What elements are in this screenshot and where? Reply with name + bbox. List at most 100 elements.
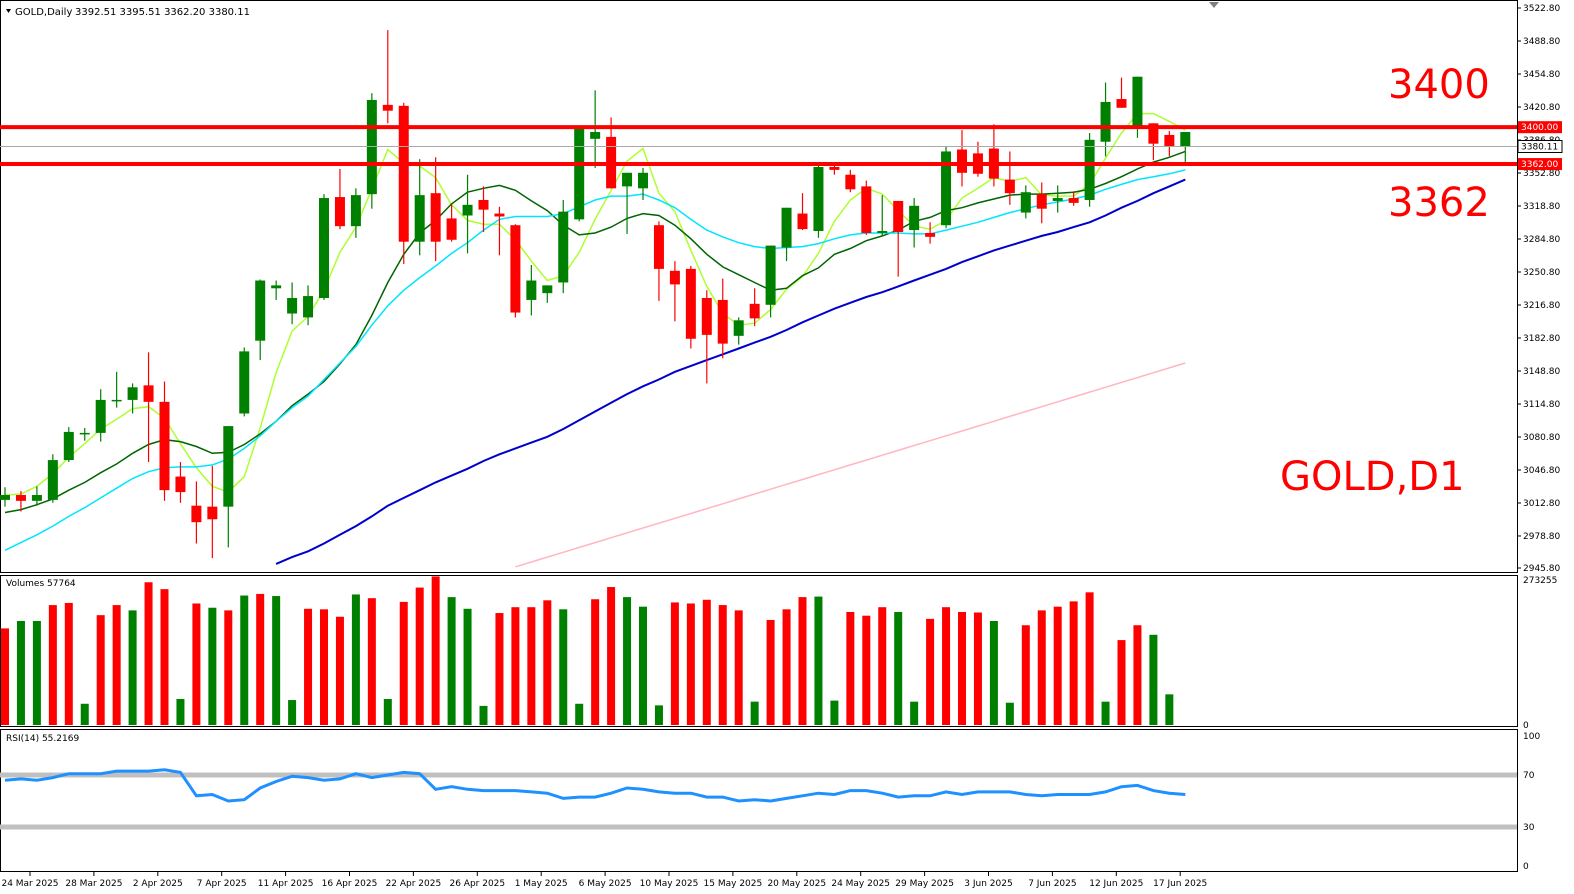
candle-body [749,303,760,319]
candle-body [143,385,154,402]
price-tick-label: 3012.80 [1523,499,1560,509]
volume-bar [910,701,919,725]
candle-body [1052,198,1063,201]
volume-bar [878,607,887,725]
bull-candle [111,371,122,408]
candle-body [526,280,537,300]
bull-candle [781,207,792,262]
shift-marker-icon[interactable] [1209,2,1219,8]
candle-body [781,207,792,248]
volume-bar [304,608,313,725]
bear-candle [749,288,760,327]
bear-candle [430,157,441,262]
candle-body [239,351,250,414]
level-price-tag [1518,158,1562,171]
volume-bar [670,602,679,725]
volume-bar [527,607,536,725]
volume-bar [1053,606,1062,725]
volume-bar [128,610,137,725]
volume-bar [160,589,169,725]
candle-body [0,495,10,500]
volume-bar [112,605,121,725]
volume-bar [1005,702,1014,725]
rsi-tick-label: 100 [1523,732,1540,742]
volume-bar [383,698,392,725]
volume-bar [894,611,903,725]
bear-candle [15,491,26,512]
volume-bar [846,611,855,725]
bull-candle [1084,133,1095,207]
volume-bar [830,700,839,725]
volume-bar [367,598,376,725]
level-price-label: 3400.00 [1521,123,1558,133]
candle-body [271,285,282,289]
volume-bar [463,608,472,725]
ma-line-1 [4,112,1186,496]
volume-bar [64,602,73,725]
candle-body [622,172,633,187]
candle-body [669,270,680,285]
bear-candle [398,102,409,265]
volume-bar [750,701,759,725]
time-tick-label: 24 Mar 2025 [1,879,58,889]
bull-candle [1020,185,1031,219]
time-tick-label: 12 Jun 2025 [1089,879,1143,889]
time-tick-label: 11 Apr 2025 [258,879,314,889]
bull-candle [1052,185,1063,213]
bear-candle [1116,77,1127,108]
bull-candle [638,167,648,200]
dropdown-triangle-icon[interactable] [6,9,11,13]
candle-body [287,297,298,314]
time-tick-label: 6 May 2025 [579,879,632,889]
rsi-title: RSI(14) 55.2169 [6,734,79,744]
candle-body [255,280,266,341]
price-tick-label: 3250.80 [1523,268,1560,278]
candle-body [31,495,42,501]
ohlc-label: 3392.51 3395.51 3362.20 3380.11 [75,7,250,18]
bull-candle [1100,82,1111,157]
volume-bar [686,603,695,725]
volume-bar [1149,634,1158,725]
bear-candle [494,206,505,256]
volume-bar [335,616,344,725]
candle-body [127,387,138,400]
volume-bar [495,613,504,725]
volume-bar [926,618,935,725]
volume-bar [208,607,217,725]
bull-candle [287,282,298,325]
candle-body [446,218,457,240]
volume-bar [718,605,727,725]
bull-candle [47,454,58,503]
time-tick-label: 26 Apr 2025 [449,879,505,889]
candle-body [111,399,122,402]
volume-bar [176,698,185,725]
moving-averages [4,112,1186,568]
candle-body [1100,101,1111,142]
bull-candle [0,487,10,507]
bull-candle [223,426,234,548]
candle-body [590,132,601,139]
bull-candle [303,285,314,326]
price-tick-label: 2978.80 [1523,532,1560,542]
candle-body [191,505,202,523]
volume-bar [1069,601,1078,725]
candle-body [542,285,553,294]
volume-bar [80,703,89,725]
bull-candle [31,486,42,506]
candle-body [909,205,920,231]
volume-panel-frame [0,575,1518,727]
bull-candle [1180,132,1191,165]
candle-body [1036,194,1047,209]
price-tick-label: 3216.80 [1523,301,1560,311]
bear-candle [1148,123,1159,161]
bull-candle [127,383,138,414]
time-tick-label: 16 Apr 2025 [322,879,378,889]
candle-body [845,174,856,190]
candle-body [893,200,904,232]
level-lines: 3400.00 3362.00 3380.11 [0,121,1563,171]
volume-bar [766,619,775,725]
time-tick-label: 29 May 2025 [895,879,954,889]
bull-candle [350,188,361,238]
level-3400-annotation: 3400 [1388,62,1490,108]
volume-bar [623,597,632,725]
